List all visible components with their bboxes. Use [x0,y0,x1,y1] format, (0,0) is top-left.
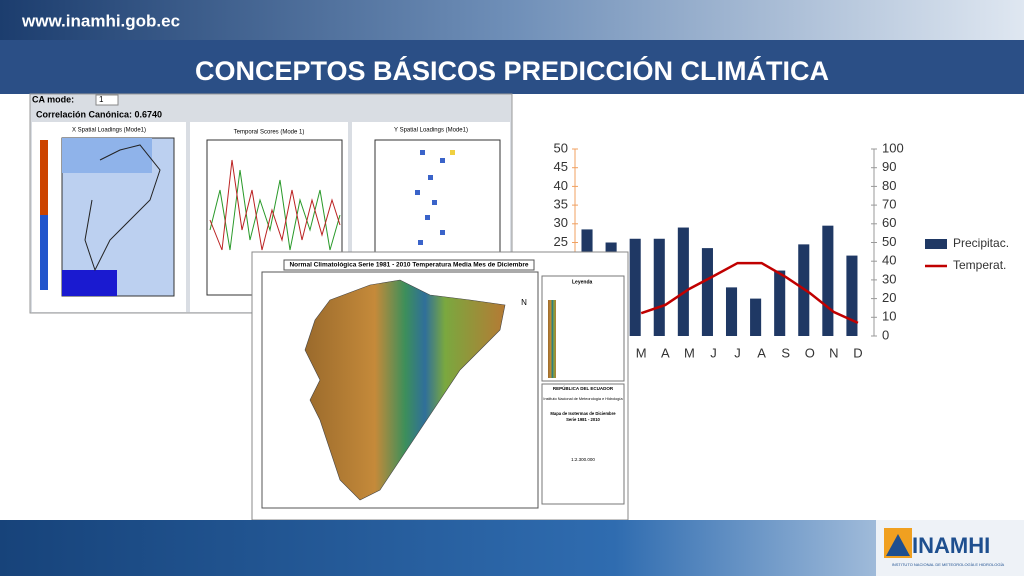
map-name: Mapa de Isotermas de Diciembre [550,411,616,416]
x-tick-label: A [661,345,670,360]
map-title: Normal Climatológica Serie 1981 - 2010 T… [289,262,528,269]
y-tick-label: 50 [554,140,568,155]
cca-mode-value: 1 [99,95,104,104]
bar [750,298,762,336]
loading-region [62,138,152,173]
station-points [415,150,455,245]
cca-panel-title: Y Spatial Loadings (Mode1) [394,128,468,134]
y2-tick-label: 90 [882,159,896,174]
logo-icon [886,534,910,556]
y-tick-label: 25 [554,234,568,249]
x-tick-label: S [781,345,790,360]
plot-area [581,149,870,336]
score-line [209,169,341,251]
ecuador-map [304,279,506,501]
colorbar [40,215,48,290]
y-tick-label: 40 [554,178,568,193]
cca-correlation: Correlación Canónica: 0.6740 [36,109,162,119]
bar [725,287,738,336]
cca-panel-title: Temporal Scores (Mode 1) [234,130,305,136]
y-tick-label: 30 [554,215,568,230]
cca-panel-title: X Spatial Loadings (Mode1) [72,128,146,134]
map-series: Serie 1981 - 2010 [566,417,600,422]
slide-title: CONCEPTOS BÁSICOS PREDICCIÓN CLIMÁTICA [195,55,829,86]
top-bar [0,0,1024,40]
map-info [541,383,625,505]
score-line [209,159,341,251]
y2-tick-label: 40 [882,253,896,268]
cca-mode-label: CA mode: [32,94,74,104]
line [640,261,859,325]
bottom-bar [0,520,1024,576]
legend-label: Precipitac. [953,236,1009,250]
y2-tick-label: 10 [882,309,896,324]
north-arrow: N [521,298,527,307]
legend-swatch [925,239,947,249]
legend-label: Temperat. [953,258,1006,272]
y2-tick-label: 70 [882,197,896,212]
y2-tick-label: 100 [882,140,904,155]
x-tick-label: M [684,345,695,360]
legend-swatches [548,300,556,378]
bar [822,225,834,336]
y2-tick-label: 20 [882,290,896,305]
y2-tick-label: 80 [882,178,896,193]
bar [629,238,641,336]
y2-tick-label: 60 [882,215,896,230]
logo-subtitle: INSTITUTO NACIONAL DE METEOROLOGÍA E HID… [892,562,1005,567]
legend-title: Leyenda [572,279,593,285]
bar [846,255,858,336]
x-tick-label: J [710,345,717,360]
y2-tick-label: 30 [882,271,896,286]
bar [774,270,786,336]
map-country: REPÚBLICA DEL ECUADOR [553,385,614,391]
map-scale: 1:2.300.000 [571,457,595,462]
y2-tick-label: 50 [882,234,896,249]
map-title-box [283,259,535,271]
y-tick-label: 35 [554,197,568,212]
coastline [84,144,161,272]
y-tick-label: 45 [554,159,568,174]
url: www.inamhi.gob.ec [21,11,180,30]
map-institute: Instituto Nacional de Meteorología e Hid… [543,397,623,401]
x-tick-label: J [734,345,741,360]
title-bar [0,40,1024,94]
x-tick-label: D [853,345,862,360]
x-tick-label: N [829,345,838,360]
bar [677,227,689,336]
bar [653,238,665,336]
y2-tick-label: 0 [882,327,889,342]
loading-region [62,270,117,296]
x-tick-label: O [805,345,815,360]
logo-name: INAMHI [912,533,990,558]
x-tick-label: M [636,345,647,360]
x-tick-label: A [757,345,766,360]
bar [701,248,713,336]
mode-input[interactable] [95,94,119,106]
